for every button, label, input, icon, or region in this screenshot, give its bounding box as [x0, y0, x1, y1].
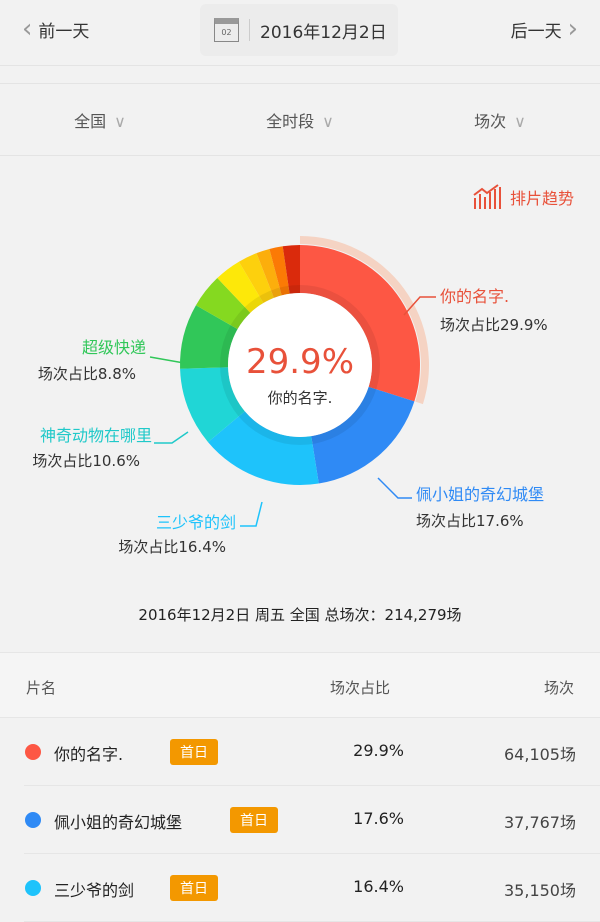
- donut-slice: [180, 305, 238, 369]
- next-day-label: 后一天: [510, 21, 562, 42]
- table-row[interactable]: 三少爷的剑 首日 16.4% 35,150场: [0, 854, 600, 922]
- center-label: 你的名字.: [268, 389, 333, 407]
- first-day-badge: 首日: [230, 807, 278, 833]
- donut-slice: [300, 245, 420, 402]
- row-divider: [24, 853, 600, 854]
- count-value: 37,767场: [504, 813, 576, 832]
- divider: [249, 19, 250, 41]
- trend-label: 排片趋势: [509, 189, 574, 208]
- count-value: 35,150场: [504, 881, 576, 900]
- filter-label: 全时段: [266, 111, 315, 131]
- donut-slice: [282, 245, 300, 294]
- filter-region[interactable]: 全国 ∨: [0, 108, 200, 132]
- next-day-button[interactable]: 后一天 ›: [511, 16, 578, 42]
- slice-label: 场次占比29.9%: [440, 316, 548, 334]
- donut-slice: [256, 248, 282, 298]
- slice-label: 场次占比10.6%: [32, 452, 140, 470]
- slice-name: 神奇动物在哪里: [40, 426, 152, 445]
- donut-slice: [180, 367, 245, 443]
- leader-line: [403, 296, 436, 316]
- schedule-trend-button[interactable]: 排片趋势: [472, 184, 574, 210]
- leader-line: [149, 356, 185, 364]
- slice-label: 场次占比17.6%: [416, 512, 524, 530]
- slice-label: 场次占比16.4%: [118, 538, 226, 556]
- chevron-down-icon: ∨: [114, 111, 126, 131]
- prev-day-label: 前一天: [38, 21, 90, 42]
- color-dot: [25, 880, 41, 896]
- leader-line: [377, 477, 412, 499]
- donut-slice: [217, 261, 264, 313]
- prev-day-button[interactable]: ‹ 前一天: [22, 16, 89, 42]
- share-donut-chart: 29.9% 你的名字. 你的名字. 场次占比29.9% 佩小姐的奇幻城堡场次占比17.6…: [32, 236, 548, 556]
- leader-line: [154, 431, 189, 444]
- filter-bar: 全国 ∨ 全时段 ∨ 场次 ∨: [0, 83, 600, 156]
- slice-name: 三少爷的剑: [156, 513, 236, 532]
- slice-name: 超级快递: [82, 338, 146, 357]
- leader-line: [240, 501, 263, 527]
- chevron-down-icon: ∨: [514, 111, 526, 131]
- donut-center: [228, 293, 372, 437]
- donut-slice: [238, 253, 274, 304]
- donut-slice: [195, 278, 251, 330]
- summary-text: 2016年12月2日 周五 全国 总场次：214,279场: [138, 606, 462, 624]
- row-divider: [24, 785, 600, 786]
- slice-name: 佩小姐的奇幻城堡: [416, 485, 544, 504]
- col-name: 片名: [26, 679, 57, 697]
- slice-name: 你的名字.: [440, 287, 509, 306]
- current-date: 2016年12月2日: [260, 22, 387, 43]
- share-value: 16.4%: [353, 877, 404, 896]
- first-day-badge: 首日: [170, 875, 218, 901]
- movie-name: 你的名字.: [54, 745, 124, 764]
- movie-name: 三少爷的剑: [54, 881, 135, 900]
- share-value: 29.9%: [353, 741, 404, 760]
- filter-metric[interactable]: 场次 ∨: [400, 108, 600, 132]
- filter-label: 全国: [74, 111, 107, 131]
- slice-label: 场次占比8.8%: [38, 365, 136, 383]
- filter-label: 场次: [474, 111, 507, 131]
- share-value: 17.6%: [353, 809, 404, 828]
- bar-trend-icon: [473, 184, 501, 209]
- center-value: 29.9%: [246, 342, 354, 382]
- movie-name: 佩小姐的奇幻城堡: [54, 813, 183, 832]
- col-count: 场次: [543, 679, 574, 697]
- date-header: ‹ 前一天 02 2016年12月2日 后一天 ›: [0, 0, 600, 66]
- chevron-right-icon: ›: [567, 14, 578, 44]
- col-share: 场次占比: [330, 679, 391, 697]
- donut-slice: [311, 386, 415, 484]
- date-picker[interactable]: 02 2016年12月2日: [200, 4, 398, 56]
- table-header: 片名 场次占比 场次: [0, 652, 600, 718]
- filter-time[interactable]: 全时段 ∨: [200, 108, 400, 132]
- donut-slice: [269, 246, 290, 296]
- color-dot: [25, 812, 41, 828]
- chevron-down-icon: ∨: [322, 111, 334, 131]
- chevron-left-icon: ‹: [22, 14, 33, 44]
- calendar-icon: 02: [214, 18, 239, 42]
- table-row[interactable]: 你的名字. 首日 29.9% 64,105场: [0, 718, 600, 786]
- color-dot: [25, 744, 41, 760]
- donut-slice: [208, 411, 319, 486]
- count-value: 64,105场: [504, 745, 576, 764]
- first-day-badge: 首日: [170, 739, 218, 765]
- table-row[interactable]: 佩小姐的奇幻城堡 首日 17.6% 37,767场: [0, 786, 600, 854]
